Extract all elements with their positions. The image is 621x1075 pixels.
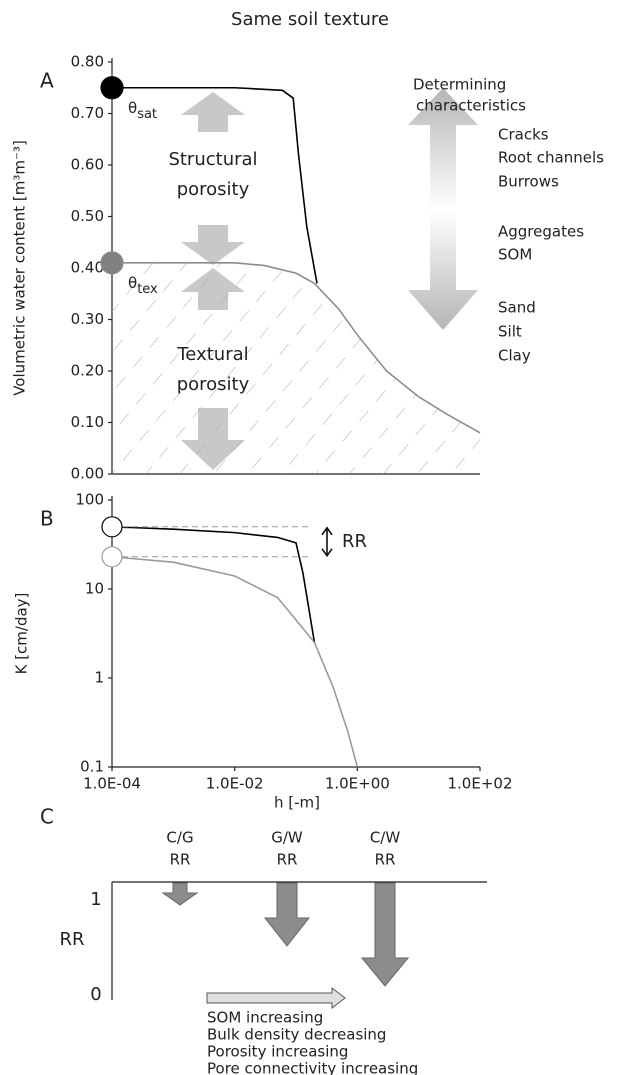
end-marker [100,251,124,275]
curve [111,556,359,768]
panel-label: C [40,805,54,829]
note: Bulk density decreasing [207,1026,386,1044]
y-tick-label: 0.40 [71,259,104,277]
characteristic: Aggregates [498,223,584,241]
y-tick-label: 0 [90,984,101,1005]
rr-arrow [321,526,333,558]
characteristic: Root channels [498,149,604,167]
curve [112,86,318,284]
characteristic: Sand [498,299,536,317]
structural-label: porosity [177,179,250,200]
y-axis-label: Volumetric water content [m³m⁻³] [11,140,29,396]
characteristic: Clay [498,347,531,365]
rr-arrows [161,882,410,987]
theta-label: θsat [128,98,157,121]
characteristic: Cracks [498,126,549,144]
x-tick-label: 1.0E-04 [83,775,141,793]
textural-label: Textural [176,344,248,365]
curve [111,525,316,643]
group-label: C/G [166,829,193,847]
theta-symbol: θ [128,273,137,291]
group-label: C/W [370,829,401,847]
theta-subscript: sat [137,106,157,121]
increase-arrow [206,986,346,1010]
y-tick-label: 0.30 [71,310,104,328]
x-tick-label: 1.0E+02 [448,775,513,793]
y-axis-label: RR [59,929,84,950]
y-tick-label: 0.20 [71,362,104,380]
y-tick-label: 0.10 [71,413,104,431]
end-marker [101,546,123,568]
theta-label: θtex [128,273,158,296]
gradient-arrow [408,88,478,330]
end-marker [100,76,124,100]
theta-subscript: tex [137,281,158,296]
panel-label: B [40,507,54,531]
end-marker [101,516,123,538]
characteristics-title: Determining [413,76,506,94]
y-tick-label: 0.1 [80,758,104,776]
y-tick-label: 0.70 [71,104,104,122]
group-label: RR [170,851,191,869]
y-tick-label: 0.50 [71,207,104,225]
x-tick-label: 1.0E+00 [325,775,390,793]
y-tick-label: 1 [94,669,104,687]
y-tick-label: 0.00 [71,465,104,483]
characteristic: SOM [498,246,532,264]
y-tick-label: 1 [90,889,101,910]
note: Porosity increasing [207,1043,348,1061]
y-tick-label: 100 [75,491,104,509]
textural-label: porosity [177,374,250,395]
group-label: RR [277,851,298,869]
y-tick-label: 0.80 [71,53,104,71]
y-tick-label: 0.60 [71,156,104,174]
y-axis-label: K [cm/day] [13,593,31,675]
theta-symbol: θ [128,98,137,116]
curve [112,262,481,434]
group-label: G/W [271,829,303,847]
note: Pore connectivity increasing [207,1060,418,1075]
characteristic: Silt [498,323,522,341]
x-axis-label: h [-m] [274,794,320,812]
characteristics-title: characteristics [416,97,526,115]
characteristic: Burrows [498,173,559,191]
hatch-area [112,262,480,474]
y-tick-label: 10 [85,580,104,598]
panel-label: A [40,69,54,93]
note: SOM increasing [207,1009,323,1027]
group-label: RR [375,851,396,869]
x-tick-label: 1.0E-02 [206,775,264,793]
structural-label: Structural [168,149,257,170]
rr-label: RR [342,531,367,552]
figure-title: Same soil texture [231,9,389,30]
